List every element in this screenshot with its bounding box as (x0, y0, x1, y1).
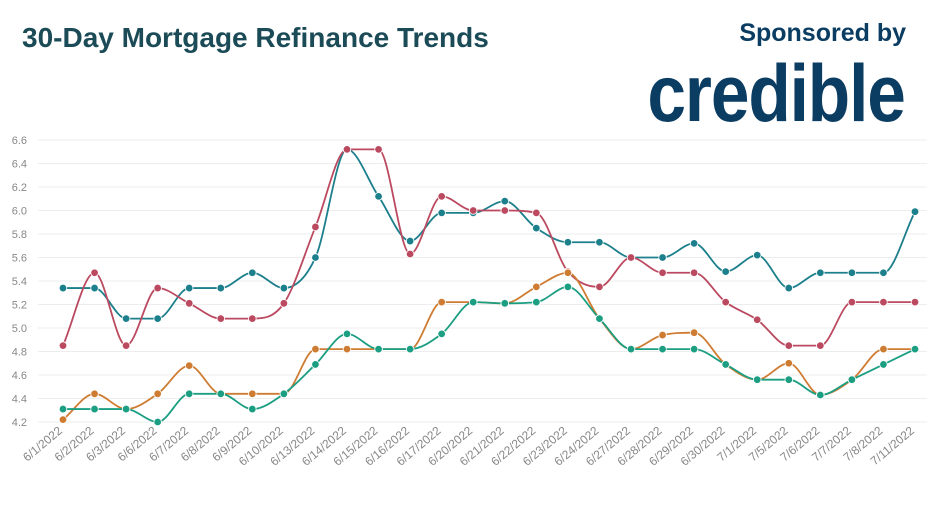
svg-text:6.6: 6.6 (12, 135, 27, 147)
svg-text:4.2: 4.2 (12, 417, 27, 429)
svg-text:6.0: 6.0 (12, 206, 27, 218)
svg-text:5.6: 5.6 (12, 253, 27, 265)
svg-text:5.8: 5.8 (12, 229, 27, 241)
svg-text:4.4: 4.4 (12, 394, 27, 406)
svg-text:4.8: 4.8 (12, 347, 27, 359)
svg-text:5.4: 5.4 (12, 276, 27, 288)
svg-text:6.2: 6.2 (12, 182, 27, 194)
svg-text:5.0: 5.0 (12, 323, 27, 335)
svg-text:5.2: 5.2 (12, 300, 27, 312)
svg-text:6.4: 6.4 (12, 159, 27, 171)
svg-text:4.6: 4.6 (12, 370, 27, 382)
